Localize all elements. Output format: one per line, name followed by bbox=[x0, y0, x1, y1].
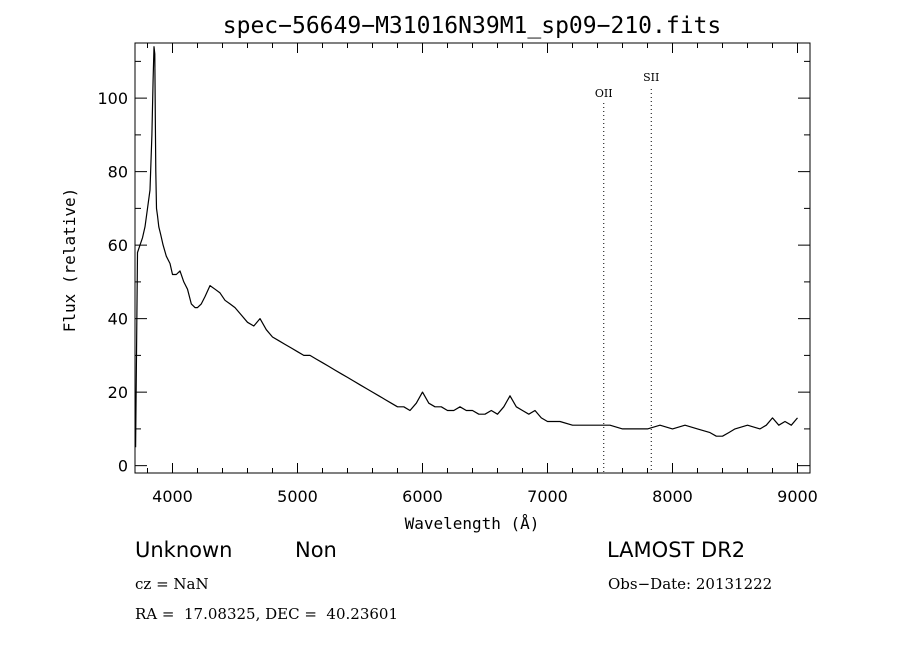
y-tick-label: 0 bbox=[118, 457, 128, 476]
x-axis-label: Wavelength (Å) bbox=[405, 514, 540, 533]
plot-border bbox=[134, 42, 811, 474]
y-tick-label: 80 bbox=[108, 163, 128, 182]
x-tick-label: 6000 bbox=[402, 487, 443, 506]
series-group bbox=[135, 46, 798, 448]
line-marker-label: OII bbox=[595, 87, 613, 100]
x-tick-label: 7000 bbox=[527, 487, 568, 506]
y-tick-label: 40 bbox=[108, 310, 128, 329]
coordinates-text: RA = 17.08325, DEC = 40.23601 bbox=[135, 605, 399, 623]
subclass-label: Non bbox=[295, 538, 337, 562]
y-axis: 0 20 40 60 80 100 bbox=[97, 60, 810, 476]
x-tick-label: 8000 bbox=[652, 487, 693, 506]
spectrum-series-line bbox=[135, 46, 798, 448]
class-label: Unknown bbox=[135, 538, 233, 562]
x-axis: 4000 5000 6000 7000 8000 9000 bbox=[147, 43, 818, 506]
emission-line-markers: OII SII bbox=[595, 71, 659, 473]
y-tick-label: 20 bbox=[108, 383, 128, 402]
obs-date-text: Obs−Date: 20131222 bbox=[608, 575, 773, 593]
y-axis-label: Flux (relative) bbox=[60, 188, 79, 333]
x-tick-label: 5000 bbox=[277, 487, 318, 506]
y-tick-label: 100 bbox=[97, 89, 128, 108]
x-tick-label: 9000 bbox=[777, 487, 818, 506]
y-tick-label: 60 bbox=[108, 236, 128, 255]
chart-title: spec−56649−M31016N39M1_sp09−210.fits bbox=[223, 13, 722, 39]
line-marker-label: SII bbox=[643, 71, 659, 84]
plot-frame bbox=[134, 42, 811, 474]
x-tick-label: 4000 bbox=[152, 487, 193, 506]
survey-label: LAMOST DR2 bbox=[607, 538, 746, 562]
redshift-text: cz = NaN bbox=[135, 575, 209, 593]
